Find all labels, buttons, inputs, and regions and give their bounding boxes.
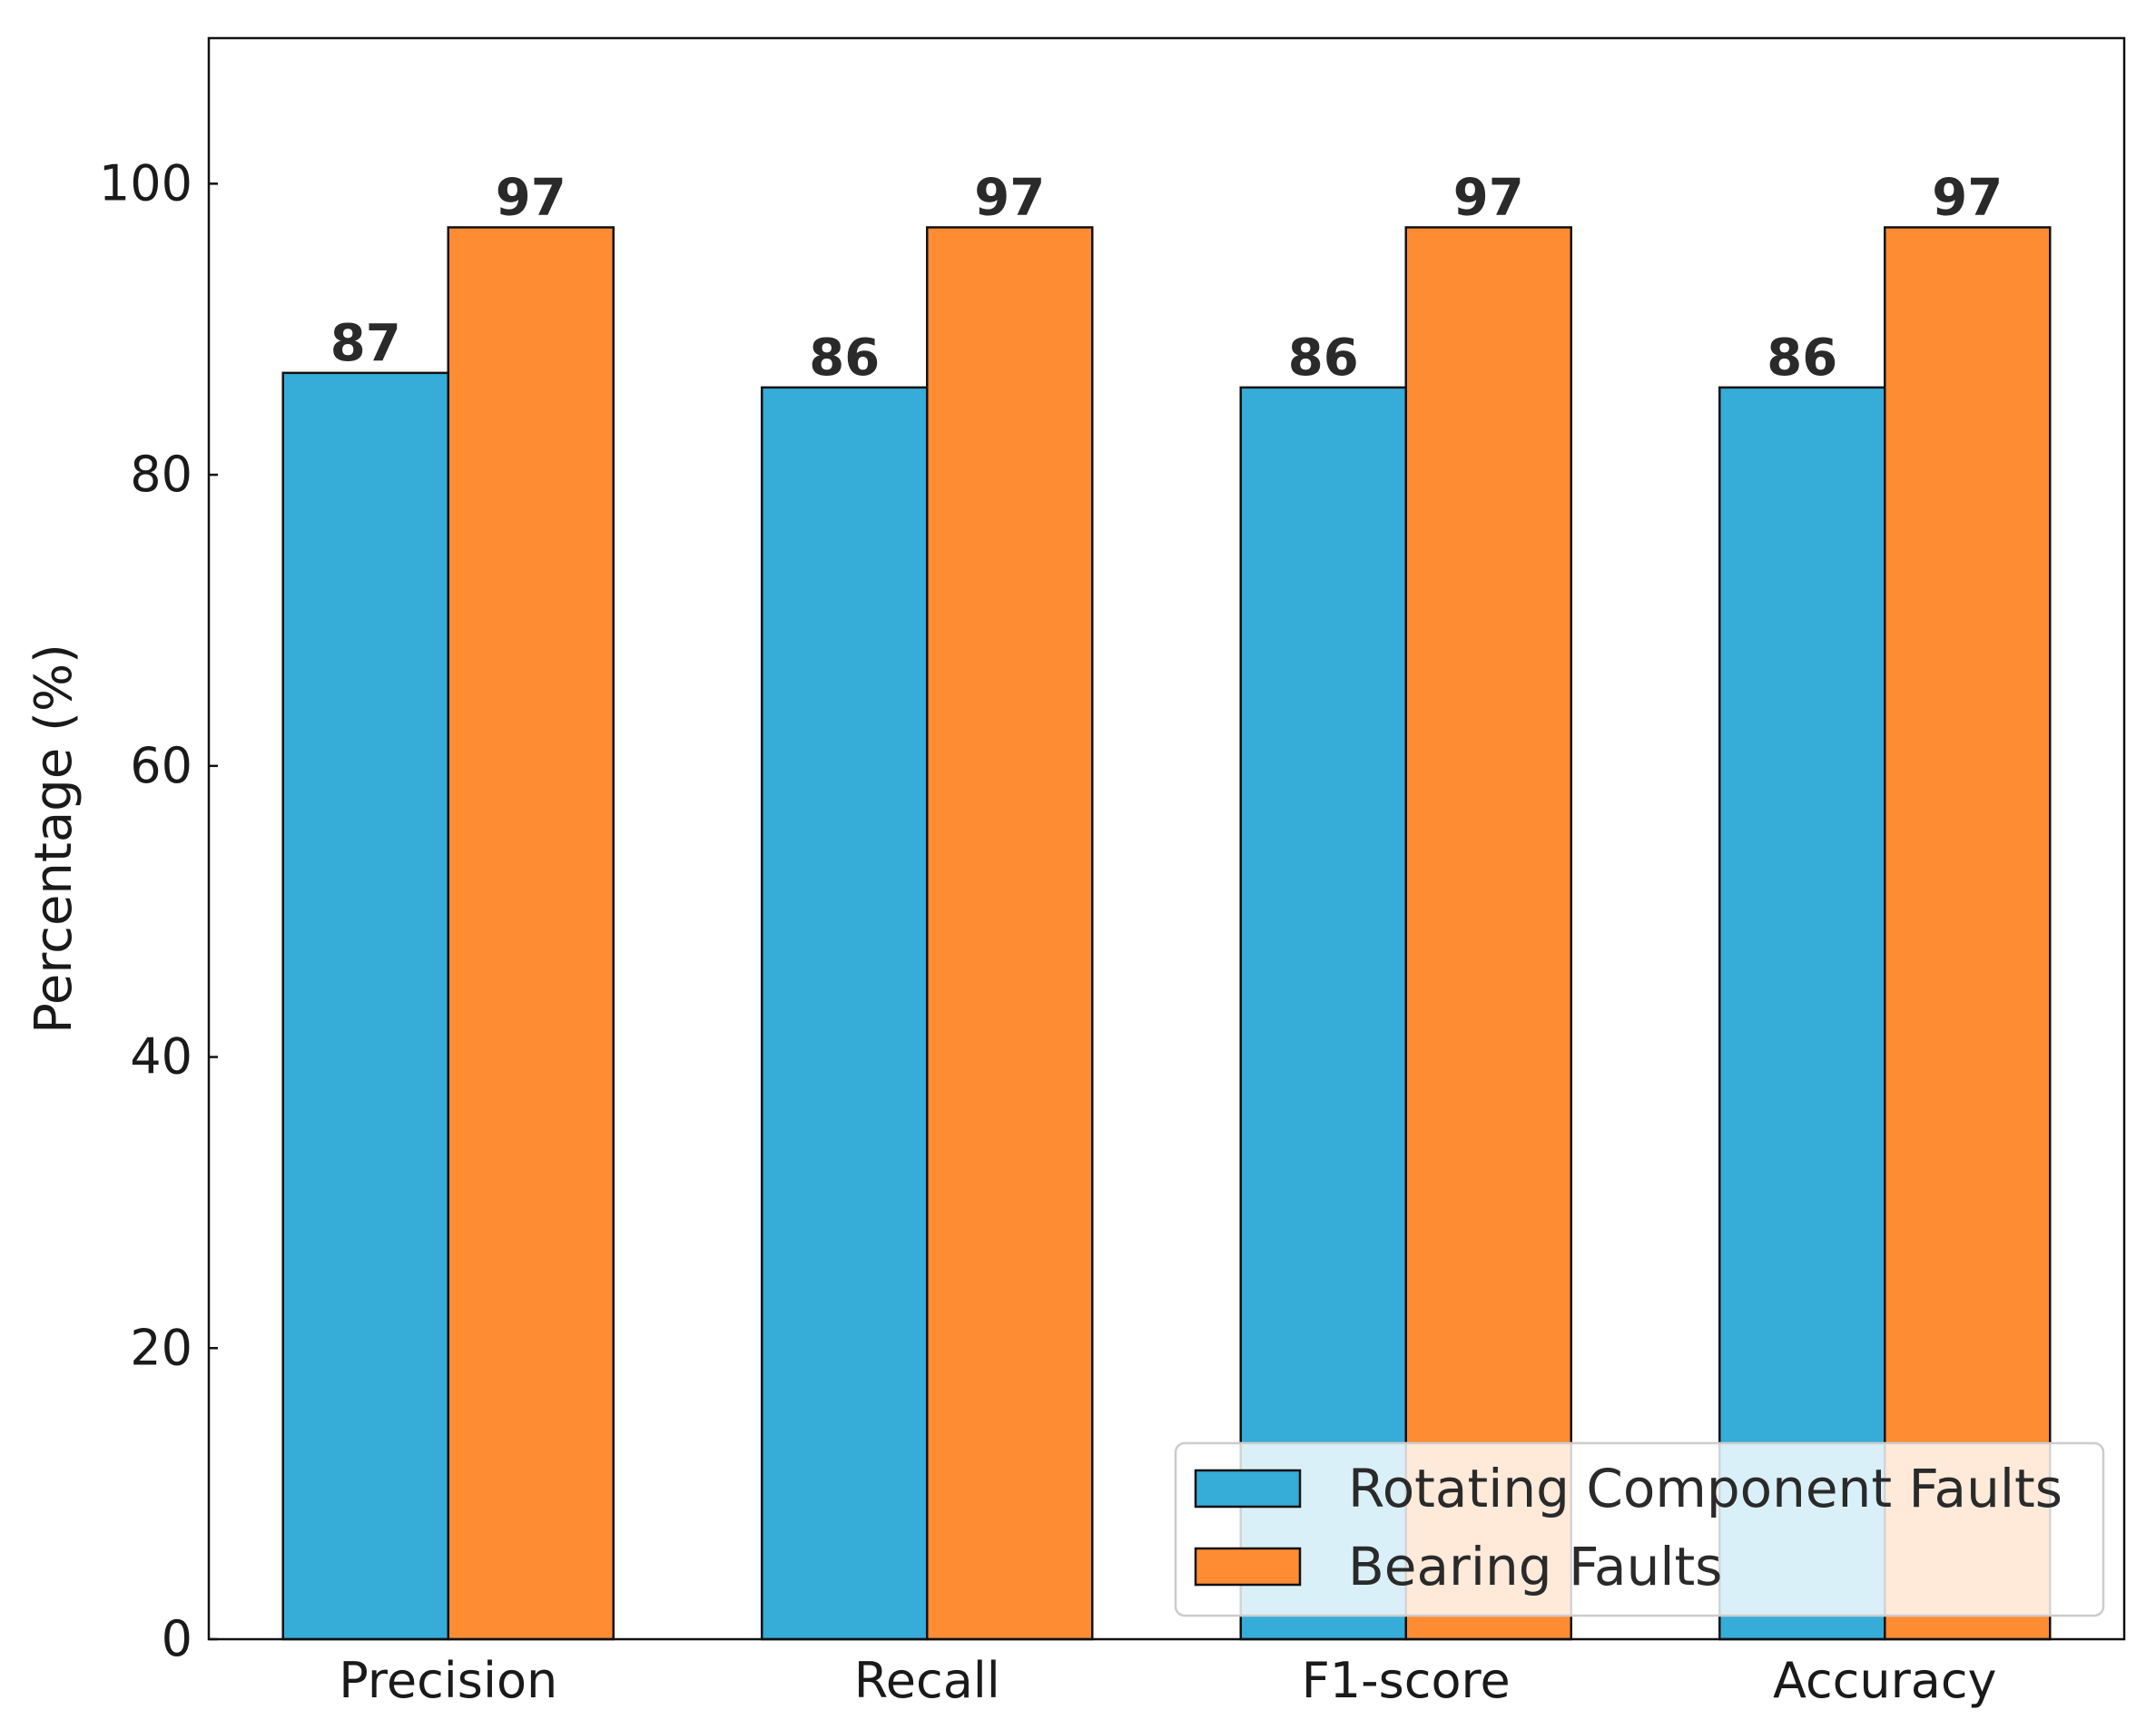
- bar-accuracy-series-1: [1718, 386, 1886, 1641]
- legend-label: Rotating Component Faults: [1348, 1458, 2062, 1519]
- data-labels-layer: 87 97 86 97 86 97 86 97: [330, 168, 2003, 387]
- y-tick-label: 100: [99, 154, 192, 211]
- legend: Rotating Component Faults Bearing Faults: [1174, 1441, 2105, 1617]
- y-tick-label: 60: [130, 737, 192, 794]
- y-axis-label: Percentage (%): [25, 644, 84, 1034]
- axes-layer: Precision Recall F1-score Accuracy 0 20 40 60 80…: [25, 36, 2126, 1709]
- data-label: 97: [496, 168, 566, 227]
- bar-precision-series-2: [447, 226, 615, 1641]
- bar-precision-series-1: [281, 371, 449, 1641]
- data-label: 97: [974, 168, 1045, 227]
- x-tick-label: Accuracy: [1773, 1652, 1997, 1709]
- x-tick-label: Recall: [854, 1652, 1000, 1709]
- y-tick-label: 40: [130, 1028, 192, 1086]
- x-tick-label: F1-score: [1302, 1652, 1511, 1709]
- legend-box: [1174, 1441, 2105, 1617]
- legend-swatch: [1194, 1547, 1302, 1587]
- y-tick-label: 0: [162, 1610, 192, 1667]
- plot-frame: [207, 36, 2126, 1641]
- data-label: 97: [1932, 168, 2003, 227]
- bars-layer: [281, 226, 2052, 1641]
- bar-recall-series-2: [926, 226, 1094, 1641]
- bar-accuracy-series-2: [1884, 226, 2052, 1641]
- bar-f1-score-series-1: [1239, 386, 1407, 1641]
- y-tick-label: 20: [130, 1319, 192, 1376]
- y-tick-label: 80: [130, 446, 192, 503]
- legend-swatch: [1194, 1469, 1302, 1509]
- bar-recall-series-1: [761, 386, 929, 1641]
- data-label: 97: [1453, 168, 1524, 227]
- data-label: 87: [330, 314, 401, 373]
- data-label: 86: [1767, 329, 1837, 388]
- data-label: 86: [1288, 329, 1359, 388]
- data-label: 86: [809, 329, 880, 388]
- bar-f1-score-series-2: [1404, 226, 1572, 1641]
- legend-label: Bearing Faults: [1348, 1536, 1722, 1597]
- x-tick-label: Precision: [339, 1652, 557, 1709]
